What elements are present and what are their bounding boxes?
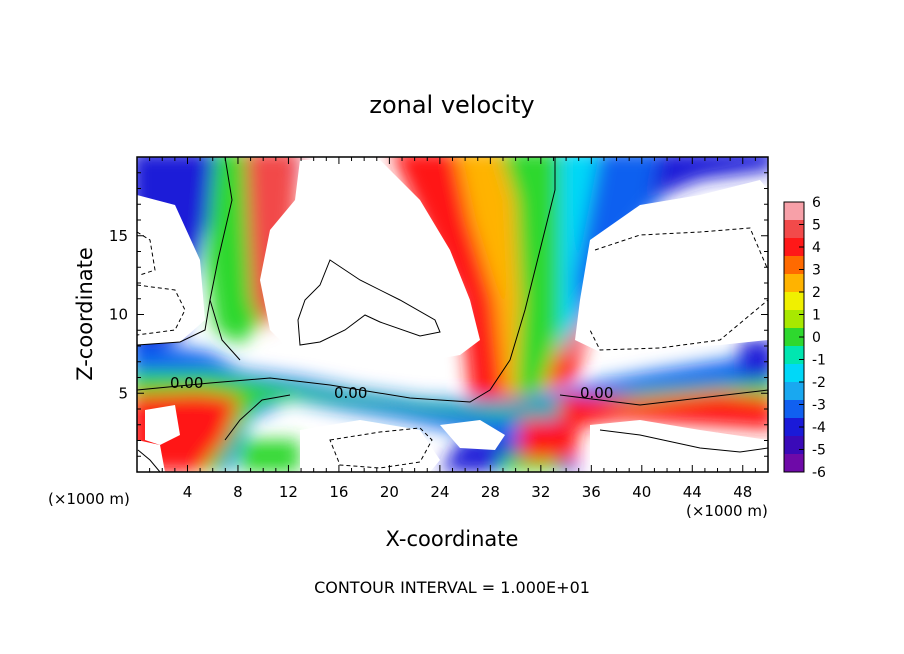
contour-lines <box>137 157 768 472</box>
y-tick-label: 15 <box>109 227 128 245</box>
colorbar-tick-label: 0 <box>812 330 821 346</box>
contour-labels: 0.00 0.00 0.00 <box>170 374 613 402</box>
colorbar-swatch <box>784 436 804 455</box>
x-unit-label-left: (×1000 m) <box>48 490 130 508</box>
x-axis: 4 8 12 16 20 24 28 32 36 40 44 48 <box>149 157 756 501</box>
colorbar-tick-label: 6 <box>812 195 821 211</box>
colorbar-tick-label: -4 <box>812 420 826 436</box>
colorbar: 6 5 4 3 2 1 0 -1 -2 -3 -4 -5 -6 <box>783 195 826 481</box>
colorbar-tick-label: -5 <box>812 443 826 459</box>
colorbar-swatch <box>784 382 804 401</box>
x-tick-label: 16 <box>329 483 348 501</box>
colorbar-tick-label: -2 <box>812 375 826 391</box>
colorbar-tick-label: -3 <box>812 398 826 414</box>
colorbar-swatch <box>784 274 804 293</box>
colorbar-tick-label: 2 <box>812 285 821 301</box>
colorbar-tick-label: 5 <box>812 218 821 234</box>
x-tick-label: 36 <box>582 483 601 501</box>
x-tick-label: 8 <box>233 483 243 501</box>
x-tick-label: 20 <box>380 483 399 501</box>
colorbar-tick-label: -6 <box>812 465 826 481</box>
x-tick-label: 12 <box>279 483 298 501</box>
x-axis-label: X-coordinate <box>386 527 519 551</box>
plot-area: 0.00 0.00 0.00 <box>137 157 768 472</box>
x-tick-label: 48 <box>733 483 752 501</box>
colorbar-tick-label: 1 <box>812 308 821 324</box>
x-tick-label: 28 <box>481 483 500 501</box>
colorbar-swatch <box>784 364 804 383</box>
x-unit-label-right: (×1000 m) <box>686 502 768 520</box>
colorbar-swatch <box>784 328 804 347</box>
colorbar-swatch <box>784 220 804 239</box>
colorbar-tick-label: 4 <box>812 240 821 256</box>
colorbar-swatch <box>784 346 804 365</box>
colorbar-swatch <box>784 400 804 419</box>
colorbar-swatch <box>784 454 804 473</box>
contour-label: 0.00 <box>170 374 203 392</box>
colorbar-swatch <box>784 418 804 437</box>
x-tick-label: 44 <box>683 483 702 501</box>
colorbar-swatch <box>784 238 804 257</box>
y-axis-label: Z-coordinate <box>73 247 97 381</box>
colorbar-swatch <box>784 310 804 329</box>
colorbar-swatch <box>784 292 804 311</box>
x-tick-label: 24 <box>430 483 449 501</box>
y-tick-label: 10 <box>109 306 128 324</box>
y-tick-label: 5 <box>118 384 128 402</box>
colorbar-swatch <box>784 256 804 275</box>
colorbar-tick-label: 3 <box>812 263 821 279</box>
colorbar-tick-label: -1 <box>812 353 826 369</box>
contour-label: 0.00 <box>334 384 367 402</box>
x-tick-label: 32 <box>531 483 550 501</box>
x-tick-label: 40 <box>632 483 651 501</box>
contour-label: 0.00 <box>580 384 613 402</box>
colorbar-swatch <box>784 202 804 221</box>
contour-interval-note: CONTOUR INTERVAL = 1.000E+01 <box>314 578 590 597</box>
y-axis: 5 10 15 <box>109 172 768 457</box>
chart-title: zonal velocity <box>369 91 534 119</box>
white-regions <box>137 160 768 472</box>
x-tick-label: 4 <box>183 483 193 501</box>
